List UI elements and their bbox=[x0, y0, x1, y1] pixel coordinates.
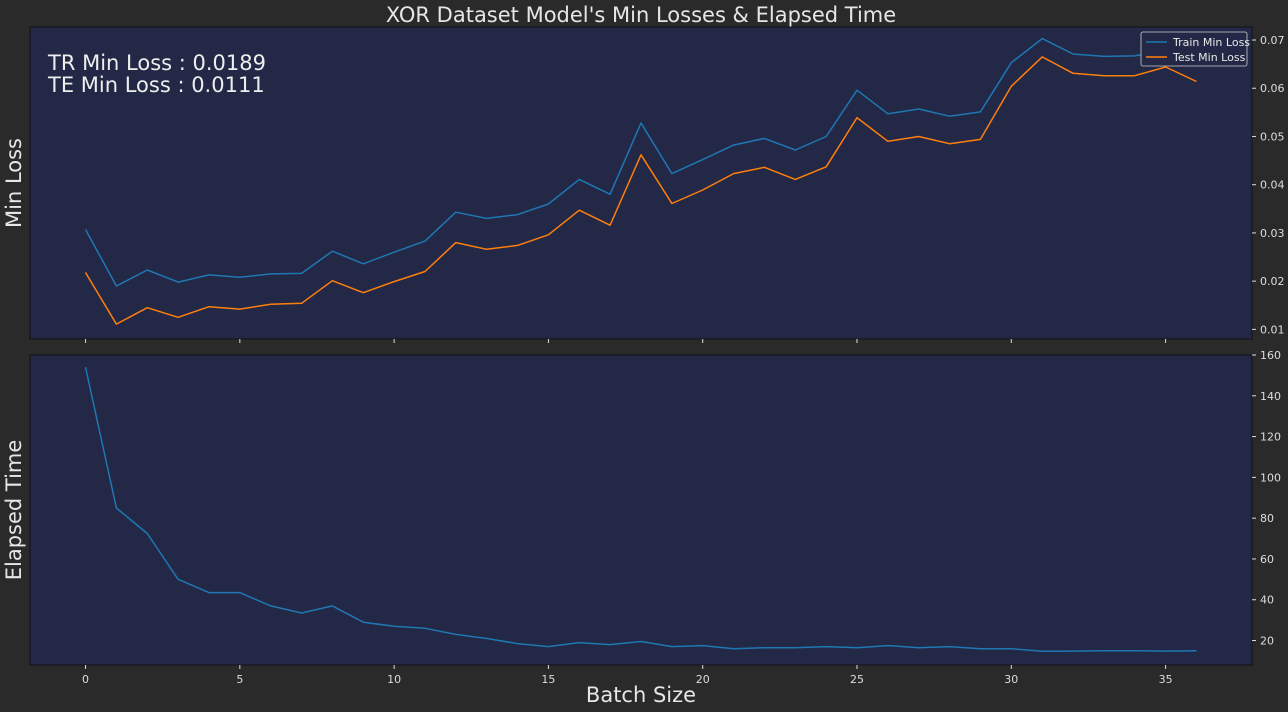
time-plot-area bbox=[29, 354, 1253, 666]
time-y-tick-label: 80 bbox=[1260, 512, 1274, 525]
time-y-tick-label: 100 bbox=[1260, 471, 1281, 484]
train-min-loss-annotation: TR Min Loss : 0.0189 bbox=[47, 51, 266, 75]
test-min-loss-annotation: TE Min Loss : 0.0111 bbox=[47, 73, 265, 97]
time-series-line-0 bbox=[84, 367, 1197, 653]
time-y-tick-label: 120 bbox=[1260, 431, 1281, 444]
time-y-tick-label: 140 bbox=[1260, 390, 1281, 403]
time-y-tick-label: 40 bbox=[1260, 594, 1274, 607]
x-tick-label: 10 bbox=[387, 673, 401, 686]
loss-plot-area bbox=[29, 26, 1253, 340]
time-y-tick-label: 60 bbox=[1260, 553, 1274, 566]
x-tick-label: 5 bbox=[236, 673, 243, 686]
loss-y-tick-label: 0.01 bbox=[1260, 323, 1285, 336]
x-tick-label: 25 bbox=[850, 673, 864, 686]
loss-y-axis: 0.01 0.02 0.03 0.04 0.05 0.06 0.07 bbox=[1252, 34, 1285, 336]
legend-label-train: Train Min Loss bbox=[1172, 36, 1250, 49]
loss-series-line-1 bbox=[84, 56, 1197, 325]
time-series-group bbox=[84, 367, 1197, 653]
x-tick-label: 20 bbox=[696, 673, 710, 686]
loss-y-tick-label: 0.02 bbox=[1260, 275, 1285, 288]
x-tick-label: 0 bbox=[82, 673, 89, 686]
legend-box bbox=[1140, 31, 1248, 67]
loss-y-axis-label: Min Loss bbox=[2, 138, 26, 228]
loss-y-tick-label: 0.06 bbox=[1260, 82, 1285, 95]
loss-y-tick-label: 0.05 bbox=[1260, 130, 1285, 143]
loss-series-line-0 bbox=[84, 37, 1197, 287]
loss-x-tick-marks bbox=[85, 339, 1167, 343]
time-x-axis: 0 5 10 15 20 25 30 35 bbox=[82, 665, 1173, 686]
x-tick-label: 15 bbox=[541, 673, 555, 686]
legend-label-test: Test Min Loss bbox=[1172, 51, 1246, 64]
loss-y-tick-label: 0.04 bbox=[1260, 179, 1285, 192]
time-y-tick-label: 20 bbox=[1260, 635, 1274, 648]
x-axis-label: Batch Size bbox=[586, 683, 696, 707]
x-tick-label: 35 bbox=[1159, 673, 1173, 686]
loss-legend: Train Min Loss Test Min Loss bbox=[1140, 31, 1250, 67]
x-tick-label: 30 bbox=[1004, 673, 1018, 686]
loss-series-group bbox=[84, 37, 1197, 325]
time-y-tick-label: 160 bbox=[1260, 349, 1281, 362]
time-y-axis-label: Elapsed Time bbox=[2, 440, 26, 581]
loss-y-tick-label: 0.03 bbox=[1260, 227, 1285, 240]
chart-title: XOR Dataset Model's Min Losses & Elapsed… bbox=[386, 3, 896, 27]
loss-y-tick-label: 0.07 bbox=[1260, 34, 1285, 47]
time-y-axis: 20 40 60 80 100 120 140 160 bbox=[1252, 349, 1281, 648]
